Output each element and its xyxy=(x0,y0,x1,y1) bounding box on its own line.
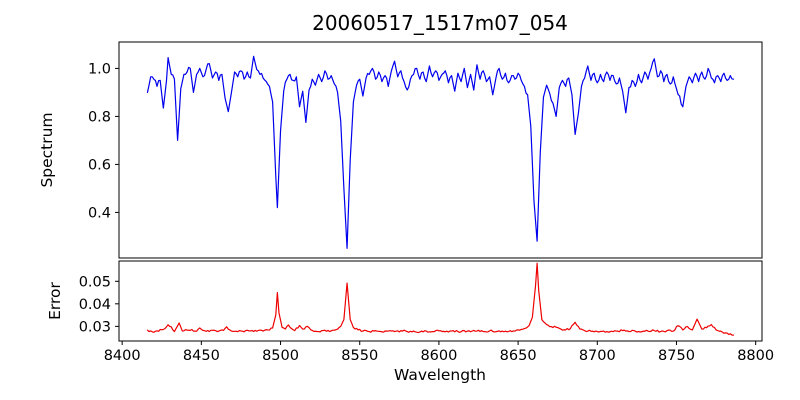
spectrum-line xyxy=(146,55,735,249)
tick-label: 8700 xyxy=(579,348,616,364)
tick-label: 8650 xyxy=(500,348,537,364)
tick-label: 0.4 xyxy=(88,205,111,221)
tick-label: 8500 xyxy=(262,348,299,364)
tick-label: 8800 xyxy=(737,348,774,364)
tick-label: 1.0 xyxy=(88,61,111,77)
tick-label: 8400 xyxy=(104,348,141,364)
tick-label: 8750 xyxy=(658,348,695,364)
chart-title: 20060517_1517m07_054 xyxy=(312,11,568,35)
tick-label: 0.04 xyxy=(79,297,111,313)
tick-label: 0.05 xyxy=(79,274,111,290)
tick-label: 0.6 xyxy=(88,157,111,173)
spectrum-axes-box xyxy=(118,41,763,259)
tick-label: 8450 xyxy=(183,348,220,364)
x-axis-label: Wavelength xyxy=(394,366,486,384)
error-line xyxy=(146,262,735,336)
tick-label: 0.8 xyxy=(88,109,111,125)
tick-label: 0.03 xyxy=(79,319,111,335)
error-y-axis-label: Error xyxy=(46,282,64,320)
error-axes-box xyxy=(118,260,763,342)
tick-label: 8600 xyxy=(420,348,457,364)
spectrum-y-axis-label: Spectrum xyxy=(38,112,56,188)
tick-label: 8550 xyxy=(341,348,378,364)
